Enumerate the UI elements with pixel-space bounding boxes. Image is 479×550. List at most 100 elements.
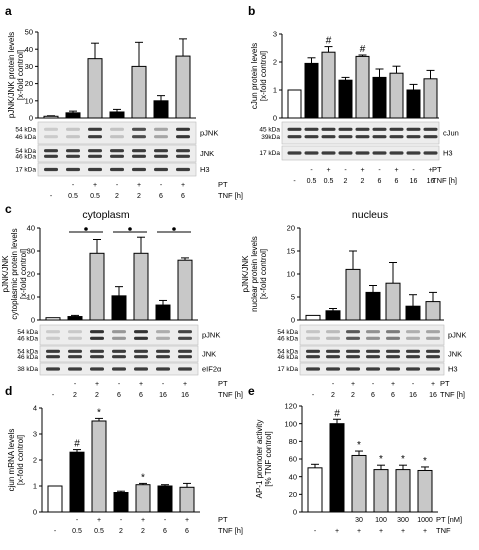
- c-nucleus-blot-band: [406, 336, 420, 340]
- c-cytoplasm-tnf-cell: 6: [117, 392, 121, 399]
- b-blot-band: [287, 127, 302, 131]
- a-blot-band: [154, 127, 168, 131]
- e-ytick-label: 100: [284, 419, 297, 428]
- b-sig-marker: #: [326, 36, 332, 47]
- c-cytoplasm-blot-band: [90, 349, 104, 353]
- c-cytoplasm-ytick-label: 30: [27, 247, 35, 256]
- c-nucleus-blot-label: JNK: [448, 350, 462, 359]
- c-nucleus-blot-label: H3: [448, 365, 458, 374]
- a-blot-band: [176, 127, 190, 131]
- c-nucleus-blot-band: [366, 349, 380, 353]
- a-blot-band: [132, 127, 146, 131]
- a-blot-band: [154, 135, 168, 139]
- c-nucleus-blot-box: [299, 324, 445, 346]
- a-blot-box: [37, 144, 197, 163]
- a-tnf-cell: 2: [115, 193, 119, 200]
- b-blot-band: [406, 135, 421, 139]
- c-cytoplasm-blot-band: [90, 336, 104, 340]
- d-pt-cell: +: [141, 517, 145, 524]
- c-cytoplasm-blot-band: [68, 367, 82, 371]
- b-blot-band: [372, 151, 387, 155]
- c-nucleus-tnf-cell: 2: [351, 392, 355, 399]
- a-kda-label: 17 kDa: [15, 167, 36, 174]
- b-sig-marker: #: [360, 44, 366, 55]
- a-pt-cell: -: [72, 182, 75, 189]
- b-blot-band: [355, 127, 370, 131]
- e-sig-marker: *: [357, 440, 361, 451]
- b-bar: [287, 89, 302, 119]
- c-nucleus-pt-cell: +: [351, 381, 355, 388]
- c-nucleus-pt-cell: -: [412, 381, 415, 388]
- a-bar: [153, 100, 169, 119]
- b-pt-cell: -: [412, 167, 415, 174]
- a-kda-label: 54 kDa: [15, 127, 36, 134]
- c-cytoplasm-bracket-dot: [172, 227, 176, 231]
- a-tnf-cell: 0.5: [90, 193, 100, 200]
- a-tnf-cell: 2: [137, 193, 141, 200]
- b-bar: [338, 79, 353, 119]
- a-blot-band: [44, 154, 58, 158]
- c-cytoplasm-bar: [177, 259, 193, 321]
- c-cytoplasm-blot-band: [156, 367, 170, 371]
- b-bar: [423, 78, 438, 119]
- c-nucleus-blot-band: [406, 355, 420, 359]
- b-tnf-cell: 0.5: [324, 178, 334, 185]
- c-cytoplasm-ytick-label: 10: [27, 293, 35, 302]
- e-bar: [373, 469, 389, 513]
- c-nucleus-bar: [425, 301, 441, 321]
- c-cytoplasm-blot-band: [68, 355, 82, 359]
- b-blot-band: [304, 151, 319, 155]
- c-nucleus-tnf-cell: 16: [409, 392, 417, 399]
- b-pt-cell: +: [394, 167, 398, 174]
- b-blot-band: [338, 127, 353, 131]
- c-cytoplasm-tnf-cell: 6: [139, 392, 143, 399]
- c-cytoplasm-blot-band: [134, 349, 148, 353]
- e-sig-marker: *: [401, 454, 405, 465]
- c-cytoplasm-tnf-label: TNF [h]: [218, 390, 243, 399]
- c-cytoplasm-ylabel-line: [x-fold control]: [19, 249, 28, 299]
- e-ytick-label: 20: [289, 490, 297, 499]
- c-cytoplasm-ytick-label: 0: [31, 316, 35, 325]
- c-cytoplasm-bracket-dot: [128, 227, 132, 231]
- b-bar: [406, 89, 421, 119]
- c-cytoplasm-blot-band: [178, 330, 192, 334]
- e-pt-cell: 30: [355, 517, 363, 524]
- c-cytoplasm-kda-label: 54 kDa: [17, 349, 38, 356]
- a-bar: [87, 58, 103, 119]
- d-bar: [113, 492, 129, 513]
- c-nucleus-blot-band: [326, 355, 340, 359]
- b-blot-band: [355, 135, 370, 139]
- b-blot-band: [372, 135, 387, 139]
- c-cytoplasm-ylabel-line: cytoplasmic protein levels: [10, 228, 19, 319]
- c-cytoplasm-blot-band: [134, 330, 148, 334]
- c-nucleus-ylabel-line: [x-fold control]: [259, 249, 268, 299]
- c-cytoplasm-bar: [111, 295, 127, 321]
- b-tnf-cell: 6: [378, 178, 382, 185]
- c-cytoplasm-blot-band: [156, 349, 170, 353]
- c-cytoplasm-blot-band: [112, 330, 126, 334]
- a-bar: [109, 111, 125, 119]
- b-bar: [304, 62, 319, 119]
- c-cytoplasm-blot-band: [46, 355, 60, 359]
- c-cytoplasm-blot-band: [112, 367, 126, 371]
- a-tnf-cell: 6: [159, 193, 163, 200]
- c-cytoplasm-pt-cell: +: [183, 381, 187, 388]
- d-ylabel-line: cjun mRNA levels: [7, 429, 16, 492]
- b-tnf-cell: 0.5: [307, 178, 317, 185]
- a-blot-band: [88, 135, 102, 139]
- d-tnf-cell: 2: [119, 528, 123, 535]
- b-bar: [372, 76, 387, 119]
- b-blot-band: [423, 151, 438, 155]
- c-cytoplasm-kda-label: 46 kDa: [17, 336, 38, 343]
- a-blot-label: JNK: [200, 149, 214, 158]
- c-cytoplasm-pt-cell: +: [95, 381, 99, 388]
- c-nucleus-blot-band: [346, 336, 360, 340]
- c-nucleus-blot-band: [426, 367, 440, 371]
- c-cytoplasm-blot-band: [178, 367, 192, 371]
- panel-label-d: d: [5, 384, 12, 398]
- e-ylabel-line: [% TNF control]: [264, 431, 273, 486]
- d-pt-cell: -: [120, 517, 123, 524]
- a-ytick-label: 50: [25, 28, 33, 37]
- a-blot-box: [37, 121, 197, 145]
- e-sig-marker: #: [334, 408, 340, 419]
